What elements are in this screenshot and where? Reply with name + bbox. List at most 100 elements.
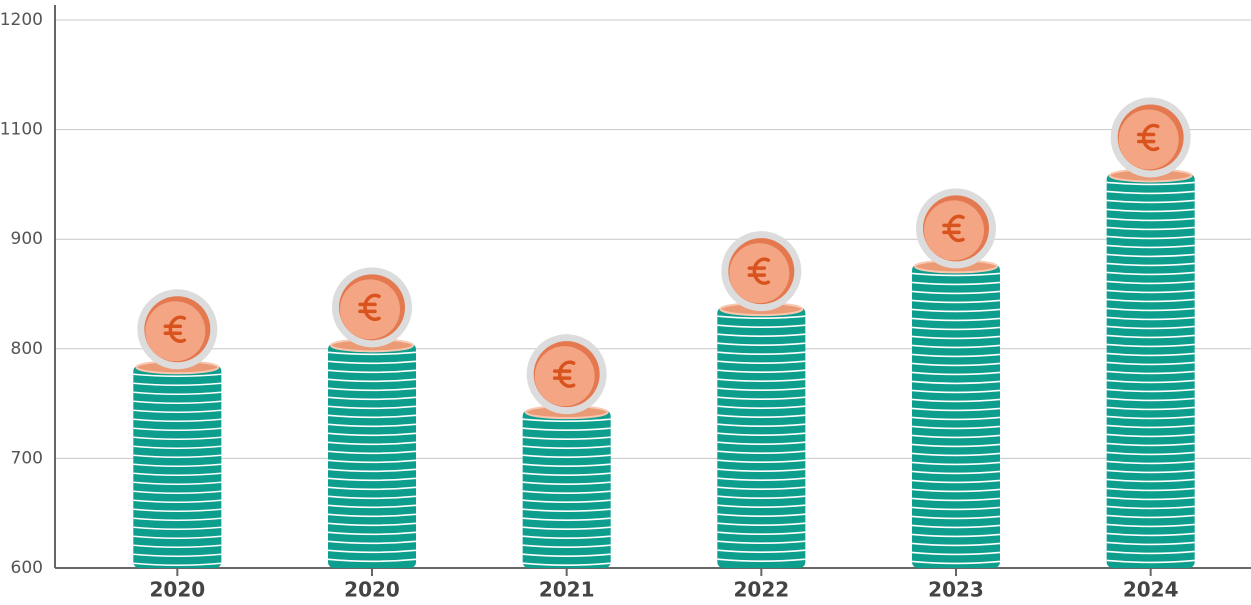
coin-edge bbox=[327, 468, 417, 473]
coin-edge bbox=[911, 470, 1001, 475]
coin-edge bbox=[1106, 460, 1195, 465]
coin-edge bbox=[1106, 316, 1195, 321]
coin-edge bbox=[522, 499, 611, 503]
coin-edge bbox=[911, 308, 1001, 313]
coin-edge bbox=[1106, 208, 1195, 213]
euro-sign bbox=[552, 360, 576, 388]
coin-edge bbox=[717, 531, 806, 535]
coin-edge bbox=[327, 558, 417, 563]
coin-edge bbox=[1106, 289, 1195, 294]
bar bbox=[522, 410, 611, 568]
coin-edge bbox=[327, 423, 417, 428]
coin-edge bbox=[133, 508, 222, 513]
coin-edge bbox=[717, 513, 806, 517]
coin-inner bbox=[729, 243, 790, 304]
coin-edge bbox=[717, 351, 806, 355]
coin-edge bbox=[1106, 190, 1195, 195]
coin-stack bbox=[717, 231, 806, 568]
coin-edge bbox=[717, 522, 806, 526]
coin-edge bbox=[1106, 433, 1195, 438]
coin-edge bbox=[911, 452, 1001, 457]
x-tick-label: 2023 bbox=[928, 578, 984, 602]
x-tick-label: 2024 bbox=[1123, 578, 1179, 602]
coin-edge bbox=[717, 477, 806, 481]
coin-edge bbox=[911, 326, 1001, 331]
coin-edge bbox=[1106, 334, 1195, 339]
x-tick-label: 2020 bbox=[149, 578, 205, 602]
coin-edge bbox=[717, 432, 806, 436]
y-tick-label: 700 bbox=[11, 448, 43, 468]
coin-edge bbox=[327, 369, 417, 374]
coin-edge bbox=[911, 272, 1001, 277]
coin-edge bbox=[522, 544, 611, 548]
coin-edge bbox=[911, 290, 1001, 295]
coin-edge bbox=[133, 427, 222, 432]
coin-edge bbox=[522, 535, 611, 539]
coin-inner bbox=[924, 200, 984, 261]
euro-sign bbox=[358, 293, 381, 322]
coin-edge bbox=[717, 369, 806, 373]
coin-edge bbox=[133, 463, 222, 468]
coin-edge bbox=[522, 517, 611, 521]
coin-edge bbox=[133, 373, 222, 378]
coin-edge bbox=[327, 441, 417, 446]
coin-edge bbox=[1106, 505, 1195, 510]
coin-edge bbox=[522, 553, 611, 557]
euro-sign bbox=[942, 214, 965, 243]
coin-edge bbox=[1106, 361, 1195, 366]
coin-edge bbox=[911, 479, 1001, 484]
coin-edge bbox=[717, 504, 806, 508]
coin-edge bbox=[522, 508, 611, 512]
coin-inner bbox=[534, 346, 595, 407]
coin-edge bbox=[717, 405, 806, 409]
coin-stack bbox=[1106, 97, 1195, 568]
coin-edge bbox=[717, 396, 806, 400]
coin-edge bbox=[911, 299, 1001, 304]
coin-edge bbox=[717, 387, 806, 391]
coin-stack bbox=[522, 334, 611, 568]
coin-edge bbox=[133, 490, 222, 495]
coin-edge bbox=[327, 360, 417, 365]
x-tick-label: 2020 bbox=[344, 578, 400, 602]
coin-edge bbox=[1106, 397, 1195, 402]
coin-edge bbox=[911, 398, 1001, 403]
coin-stack bbox=[911, 188, 1001, 568]
coin-edge bbox=[133, 418, 222, 423]
coin-edge bbox=[911, 542, 1001, 547]
coin-edge bbox=[327, 504, 417, 509]
coin-edge bbox=[1106, 253, 1195, 258]
coin-edge bbox=[1106, 280, 1195, 285]
coin-edge bbox=[327, 513, 417, 518]
coin-edge bbox=[522, 418, 611, 422]
coin-edge bbox=[1106, 532, 1195, 537]
coin-edge bbox=[1106, 451, 1195, 456]
coin-edge bbox=[911, 560, 1001, 565]
coin-edge bbox=[911, 461, 1001, 466]
coin-edge bbox=[522, 445, 611, 449]
coin-edge bbox=[327, 477, 417, 482]
coin-edge bbox=[911, 317, 1001, 322]
coin-edge bbox=[1106, 271, 1195, 276]
coin-edge bbox=[327, 351, 417, 356]
coin-edge bbox=[911, 434, 1001, 439]
coin-edge bbox=[717, 315, 806, 319]
coin-edge bbox=[133, 472, 222, 477]
coin-edge bbox=[911, 515, 1001, 520]
coin-edge bbox=[911, 497, 1001, 502]
coin-stack bbox=[133, 289, 222, 568]
coin-edge bbox=[1106, 217, 1195, 222]
coin-edge bbox=[522, 463, 611, 467]
coin-edge bbox=[133, 382, 222, 387]
coin-edge bbox=[1106, 424, 1195, 429]
coin-edge bbox=[717, 360, 806, 364]
coin-edge bbox=[911, 335, 1001, 340]
coin-edge bbox=[522, 427, 611, 431]
coin-edge bbox=[717, 486, 806, 490]
coin-edge bbox=[1106, 199, 1195, 204]
coin-edge bbox=[911, 353, 1001, 358]
coin-edge bbox=[327, 459, 417, 464]
coin-edge bbox=[1106, 514, 1195, 519]
coin-edge bbox=[1106, 406, 1195, 411]
coin-edge bbox=[717, 468, 806, 472]
coin-edge bbox=[133, 445, 222, 450]
